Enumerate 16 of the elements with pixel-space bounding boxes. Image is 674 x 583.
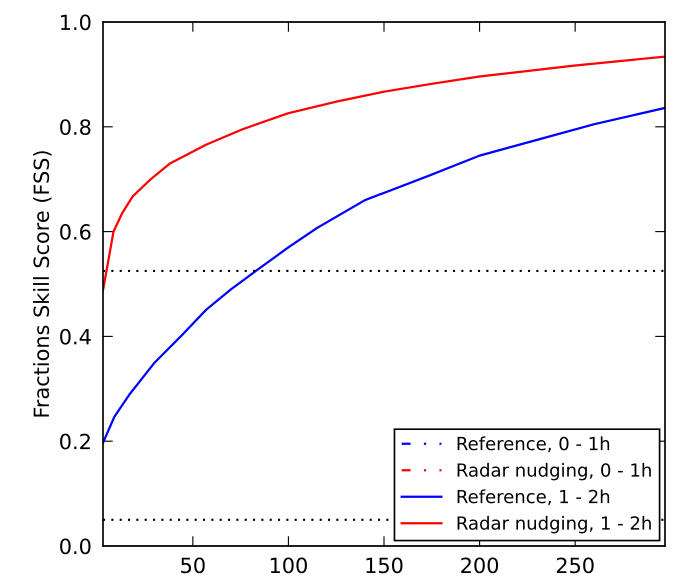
- x-tick-label: 50: [181, 557, 205, 574]
- x-tick-label: 150: [366, 557, 402, 574]
- y-tick-label: 1.0: [61, 14, 91, 30]
- x-tick-label: 100: [270, 557, 307, 574]
- y-tick-label: 0.8: [60, 119, 90, 136]
- y-tick-label: 0.0: [60, 538, 91, 554]
- legend-label: Radar nudging, 0 - 1h: [458, 462, 651, 480]
- y-tick-label: 0.2: [60, 434, 90, 450]
- legend-label: Reference, 0 - 1h: [458, 436, 610, 452]
- legend-label: Radar nudging, 1 - 2h: [458, 516, 651, 534]
- x-tick-label: 200: [461, 557, 498, 574]
- y-tick-label: 0.6: [60, 224, 91, 240]
- legend-label: Reference, 1 - 2h: [458, 489, 610, 506]
- x-tick-label: 250: [556, 557, 594, 574]
- y-tick-label: 0.4: [60, 328, 91, 345]
- y-axis-title: Fractions Skill Score (FSS): [33, 151, 52, 417]
